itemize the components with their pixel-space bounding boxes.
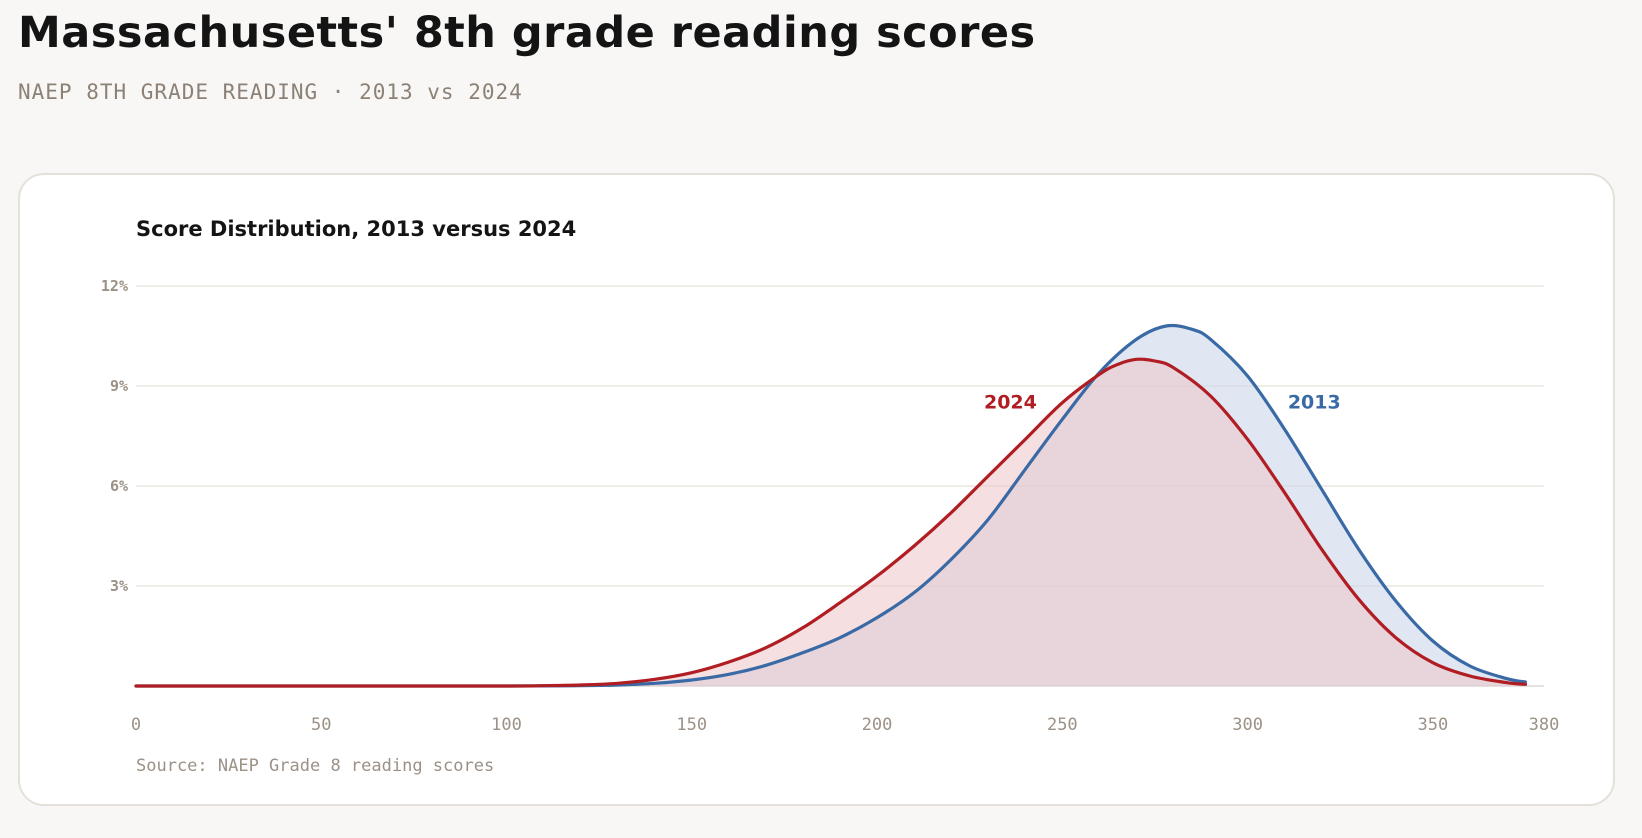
x-tick-label: 200: [862, 715, 893, 735]
y-axis: 3% 6% 9% 12%: [101, 277, 128, 595]
source-note: Source: NAEP Grade 8 reading scores: [136, 756, 494, 776]
x-tick-label: 50: [311, 715, 331, 735]
series-layer: [134, 323, 1528, 688]
page-subtitle: NAEP 8TH GRADE READING · 2013 vs 2024: [18, 80, 523, 104]
chart-title: Score Distribution, 2013 versus 2024: [136, 217, 576, 241]
series-label-2024: 2024: [984, 392, 1037, 414]
series-line-2013: [134, 323, 1528, 688]
x-tick-label: 250: [1047, 715, 1078, 735]
y-tick-label: 3%: [110, 577, 128, 595]
y-tick-label: 6%: [110, 477, 128, 495]
x-tick-label: 150: [676, 715, 707, 735]
x-tick-label: 380: [1529, 715, 1560, 735]
page-title: Massachusetts' 8th grade reading scores: [18, 8, 1036, 58]
x-tick-label: 0: [131, 715, 141, 735]
x-tick-label: 300: [1232, 715, 1263, 735]
x-tick-label: 100: [491, 715, 522, 735]
series-line-2024: [134, 357, 1528, 688]
series-area-2024: [136, 359, 1526, 686]
series-label-2013: 2013: [1288, 392, 1341, 414]
y-tick-label: 12%: [101, 277, 128, 295]
chart-card: [18, 173, 1615, 806]
y-tick-label: 9%: [110, 377, 128, 395]
x-tick-label: 350: [1417, 715, 1448, 735]
x-axis: 0 50 100 150 200 250 300 350 380: [131, 715, 1559, 735]
series-labels: 2013 2024: [984, 392, 1341, 414]
